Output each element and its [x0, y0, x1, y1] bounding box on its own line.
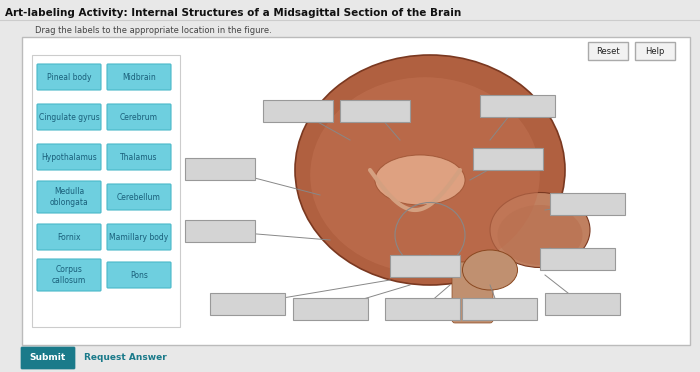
Text: Reset: Reset — [596, 46, 620, 55]
FancyBboxPatch shape — [107, 224, 171, 250]
FancyBboxPatch shape — [390, 255, 460, 277]
Text: Drag the labels to the appropriate location in the figure.: Drag the labels to the appropriate locat… — [35, 26, 272, 35]
FancyBboxPatch shape — [107, 104, 171, 130]
FancyBboxPatch shape — [37, 181, 101, 213]
Text: Request Answer: Request Answer — [84, 353, 167, 362]
FancyBboxPatch shape — [37, 144, 101, 170]
Text: Fornix: Fornix — [57, 232, 80, 241]
FancyBboxPatch shape — [540, 248, 615, 270]
FancyBboxPatch shape — [293, 298, 368, 320]
Ellipse shape — [498, 205, 582, 265]
Text: Hypothalamus: Hypothalamus — [41, 153, 97, 161]
FancyBboxPatch shape — [107, 262, 171, 288]
Text: Cingulate gyrus: Cingulate gyrus — [38, 112, 99, 122]
Text: Thalamus: Thalamus — [120, 153, 158, 161]
Ellipse shape — [490, 192, 590, 267]
Text: Medulla
oblongata: Medulla oblongata — [50, 187, 88, 207]
FancyBboxPatch shape — [37, 259, 101, 291]
Text: Pineal body: Pineal body — [47, 73, 91, 81]
FancyBboxPatch shape — [37, 104, 101, 130]
FancyBboxPatch shape — [185, 220, 255, 242]
Text: Cerebrum: Cerebrum — [120, 112, 158, 122]
FancyBboxPatch shape — [21, 347, 75, 369]
FancyBboxPatch shape — [107, 64, 171, 90]
FancyBboxPatch shape — [550, 193, 625, 215]
Text: Submit: Submit — [30, 353, 66, 362]
FancyBboxPatch shape — [37, 224, 101, 250]
FancyBboxPatch shape — [22, 37, 690, 345]
FancyBboxPatch shape — [545, 293, 620, 315]
Text: Corpus
callosum: Corpus callosum — [52, 265, 86, 285]
FancyBboxPatch shape — [32, 55, 180, 327]
Ellipse shape — [310, 77, 540, 273]
FancyBboxPatch shape — [263, 100, 333, 122]
Text: Art-labeling Activity: Internal Structures of a Midsagittal Section of the Brain: Art-labeling Activity: Internal Structur… — [5, 8, 461, 18]
FancyBboxPatch shape — [210, 293, 285, 315]
FancyBboxPatch shape — [107, 144, 171, 170]
FancyBboxPatch shape — [452, 262, 493, 323]
FancyBboxPatch shape — [107, 184, 171, 210]
FancyBboxPatch shape — [185, 158, 255, 180]
FancyBboxPatch shape — [588, 42, 628, 60]
FancyBboxPatch shape — [37, 64, 101, 90]
FancyBboxPatch shape — [635, 42, 675, 60]
Text: Cerebellum: Cerebellum — [117, 192, 161, 202]
FancyBboxPatch shape — [462, 298, 537, 320]
Ellipse shape — [463, 250, 517, 290]
Ellipse shape — [375, 155, 465, 205]
Text: Help: Help — [645, 46, 665, 55]
Text: Mamillary body: Mamillary body — [109, 232, 169, 241]
Ellipse shape — [295, 55, 565, 285]
FancyBboxPatch shape — [473, 148, 543, 170]
FancyBboxPatch shape — [385, 298, 460, 320]
FancyBboxPatch shape — [480, 95, 555, 117]
FancyBboxPatch shape — [340, 100, 410, 122]
Text: Midbrain: Midbrain — [122, 73, 156, 81]
Text: Pons: Pons — [130, 270, 148, 279]
